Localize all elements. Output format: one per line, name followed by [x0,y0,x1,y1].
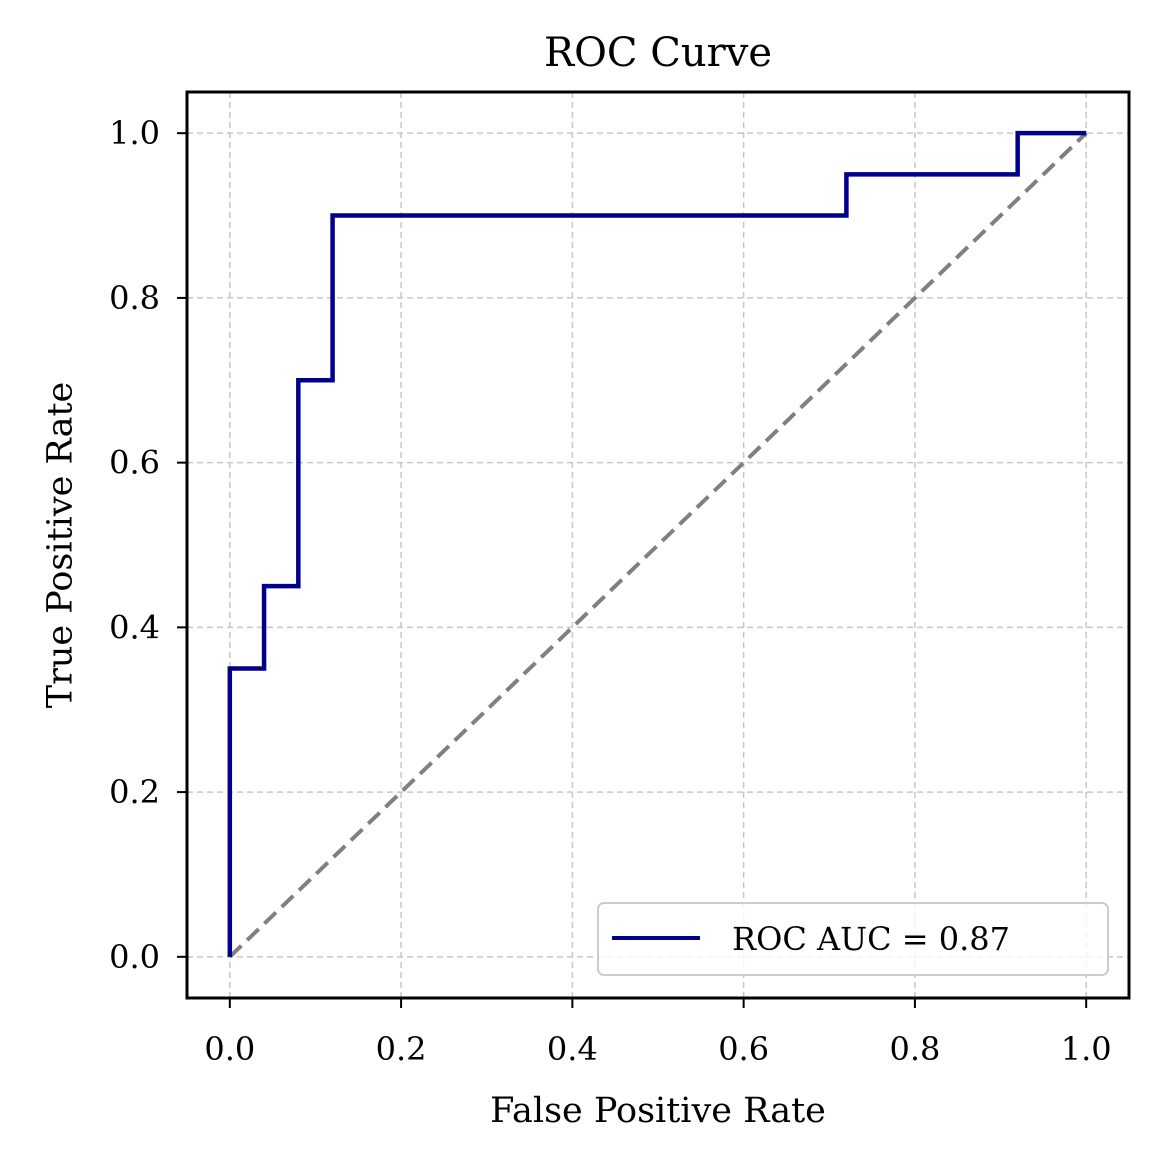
y-tick-label-4: 0.8 [109,279,160,317]
x-tick-label-4: 0.8 [889,1030,940,1068]
y-tick-label-2: 0.4 [109,608,160,646]
series-layer [227,130,1088,959]
x-tick-label-5: 1.0 [1061,1030,1112,1068]
x-tick-label-2: 0.4 [547,1030,598,1068]
x-tick-label-1: 0.2 [376,1030,427,1068]
roc-curve-line [227,130,1087,957]
x-tick-label-3: 0.6 [718,1030,769,1068]
y-tick-label-5: 1.0 [109,114,160,152]
x-tick-label-0: 0.0 [204,1030,255,1068]
y-axis-title: True Positive Rate [41,382,81,708]
legend-box [597,902,1109,976]
y-tick-label-1: 0.2 [109,773,160,811]
ticks: 0.0 0.2 0.4 0.6 0.8 1.0 0.0 0.2 0.4 0.6 0.8 1.0 [109,114,1112,1068]
chance-diagonal-line [228,131,1088,959]
chart-title: ROC Curve [544,30,772,76]
legend-label: ROC AUC = 0.87 [732,920,1010,958]
y-tick-label-3: 0.6 [109,444,160,482]
legend: ROC AUC = 0.87 [597,902,1109,976]
plot-frame [185,90,1131,1000]
y-tick-label-0: 0.0 [109,938,160,976]
x-axis-title: False Positive Rate [490,1091,826,1131]
grid [187,92,1129,998]
